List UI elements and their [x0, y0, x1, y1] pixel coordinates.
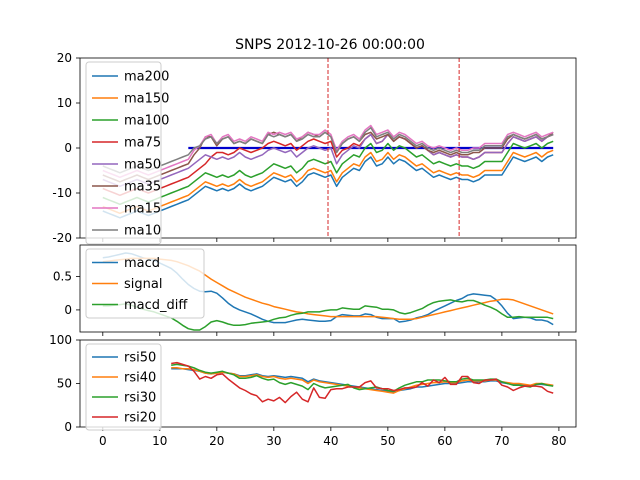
axes-frame	[79, 57, 577, 239]
x-tick-label: 60	[437, 434, 452, 448]
plot-area	[102, 58, 554, 238]
series-ma10	[102, 126, 554, 174]
y-tick-label: 0.5	[53, 269, 72, 283]
legend-box	[85, 248, 205, 319]
legend-label: rsi20	[124, 411, 156, 426]
legend-box	[85, 61, 162, 245]
y-tick-label: 0	[64, 303, 72, 317]
series-rsi20	[171, 361, 554, 404]
legend-label: ma75	[124, 136, 161, 151]
panel-macd: 0 0.5 macd signal macd_diff	[53, 244, 577, 336]
x-tick-label: 70	[494, 434, 509, 448]
legend-label: rsi30	[124, 391, 156, 406]
y-tick-label: 100	[49, 333, 72, 347]
axes-frame	[79, 244, 577, 333]
plot-area	[171, 361, 554, 404]
x-tick-label: 10	[152, 434, 167, 448]
y-tick-label: 20	[57, 51, 72, 65]
series-ma200	[102, 154, 554, 219]
series-ma150	[102, 149, 554, 215]
legend: rsi50 rsi40 rsi30 rsi20	[85, 343, 162, 431]
legend-label: signal	[124, 277, 162, 292]
series-macd_diff	[102, 299, 554, 331]
legend-label: ma10	[124, 224, 161, 239]
y-tick-label: 50	[57, 377, 72, 391]
y-tick-label: 0	[64, 141, 72, 155]
chart-title: SNPS 2012-10-26 00:00:00	[235, 37, 425, 53]
legend-label: ma15	[124, 202, 161, 217]
x-tick-label: 20	[209, 434, 224, 448]
legend-label: ma50	[124, 158, 161, 173]
legend-label: macd_diff	[124, 298, 188, 313]
y-tick-label: 0	[64, 420, 72, 434]
panels: -20-1001020ma200ma150ma100ma75ma50ma35ma…	[49, 51, 577, 448]
legend-label: rsi50	[124, 351, 156, 366]
x-tick-label: 50	[380, 434, 395, 448]
legend-label: rsi40	[124, 371, 156, 386]
legend-label: macd	[124, 256, 160, 271]
axes-frame	[79, 339, 577, 428]
x-tick-label: 0	[99, 434, 107, 448]
x-tick-label: 30	[266, 434, 281, 448]
legend-label: ma35	[124, 180, 161, 195]
panel-moving-averages: -20-1001020ma200ma150ma100ma75ma50ma35ma…	[52, 51, 577, 245]
x-tick-label: 40	[323, 434, 338, 448]
y-tick-label: -10	[52, 186, 72, 200]
y-tick-label: 10	[57, 96, 72, 110]
y-tick-label: -20	[52, 231, 72, 245]
legend-label: ma100	[124, 114, 169, 129]
legend-label: ma200	[124, 70, 169, 85]
legend-box	[85, 343, 162, 431]
x-tick-label: 80	[551, 434, 566, 448]
legend: macd signal macd_diff	[85, 248, 205, 319]
legend-label: ma150	[124, 92, 169, 107]
legend: ma200 ma150 ma100 ma75 ma50 ma35 ma15 ma10	[85, 61, 169, 245]
